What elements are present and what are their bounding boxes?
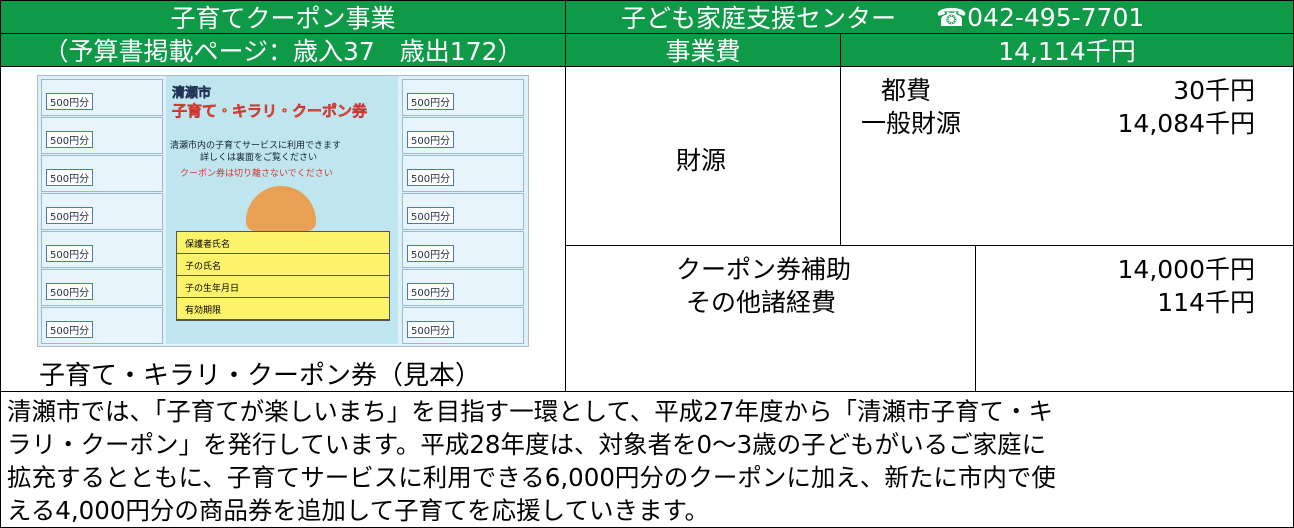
coupon: 500円分 <box>41 117 163 154</box>
coupon-unit: 500円分 <box>407 169 455 186</box>
expense-name: その他諸経費 <box>686 288 837 317</box>
expense-names-cell: クーポン券補助 その他諸経費 <box>565 245 976 392</box>
coupon-unit: 500円分 <box>407 207 455 224</box>
field-label: 子の氏名 <box>185 262 222 272</box>
funding-cell: 都費 30千円 一般財源 14,084千円 <box>840 66 1294 246</box>
field-row: 保護者氏名 <box>177 232 389 254</box>
field-row: 子の生年月日 <box>177 276 389 298</box>
coupon-unit: 500円分 <box>46 131 94 148</box>
field-label: 保護者氏名 <box>185 240 231 250</box>
coupon-unit: 500円分 <box>46 169 94 186</box>
coupon: 500円分 <box>402 155 524 192</box>
coupon-unit: 500円分 <box>407 131 455 148</box>
coupon-note: 詳しくは裏面をご覧ください <box>200 153 318 163</box>
field-row: 有効期限 <box>177 298 389 320</box>
coupon-unit: 500円分 <box>407 283 455 300</box>
expense-amount: 114千円 <box>1157 288 1255 317</box>
coupon-unit: 500円分 <box>46 283 94 300</box>
coupon: 500円分 <box>402 193 524 230</box>
cost-label: 事業費 <box>665 37 741 66</box>
field-label: 子の生年月日 <box>185 284 240 294</box>
coupon-city: 清瀬市 <box>172 86 212 102</box>
cost-value: 14,114千円 <box>998 37 1136 66</box>
description-line: える4,000円分の商品券を追加して子育てを応援していきます。 <box>7 496 709 525</box>
coupon-unit: 500円分 <box>46 93 94 110</box>
expense-amount: 14,000千円 <box>1117 255 1255 284</box>
field-label: 有効期限 <box>185 306 222 316</box>
coupon-fields: 保護者氏名子の氏名子の生年月日 有効期限 <box>176 231 390 321</box>
title-cell: 子育てクーポン事業 <box>0 0 566 34</box>
coupon: 500円分 <box>41 269 163 306</box>
coupon: 500円分 <box>402 269 524 306</box>
image-cell: 500円分 500円分 500円分 500円分 500円分 500円分 500円分 清瀬市 … <box>0 66 566 392</box>
description-line: 清瀬市では、「子育てが楽しいまち」を目指す一環として、平成27年度から「清瀬市子… <box>7 397 1053 426</box>
coupon-warning: クーポン券は切り離さないでください <box>180 169 333 179</box>
coupon: 500円分 <box>41 79 163 116</box>
coupon-unit: 500円分 <box>407 93 455 110</box>
funding-name: 一般財源 <box>861 109 962 138</box>
coupon: 500円分 <box>402 307 524 344</box>
coupon-unit: 500円分 <box>407 245 455 262</box>
coupon-unit: 500円分 <box>407 321 455 338</box>
coupon: 500円分 <box>402 231 524 268</box>
funding-label: 財源 <box>676 146 727 175</box>
expense-amounts-cell: 14,000千円 114千円 <box>975 245 1294 392</box>
coupon-unit: 500円分 <box>46 245 94 262</box>
department: 子ども家庭支援センター <box>621 4 897 33</box>
funding-amount: 30千円 <box>1173 76 1255 105</box>
expense-name: クーポン券補助 <box>676 255 852 284</box>
cost-label-cell: 事業費 <box>565 33 841 67</box>
department-cell: 子ども家庭支援センター ☎042-495-7701 <box>565 0 1294 34</box>
coupon-title: 子育て・キラリ・クーポン券 <box>172 102 368 121</box>
subtitle-cell: （予算書掲載ページ：歳入37 歳出172） <box>0 33 566 67</box>
coupon-center: 清瀬市 子育て・キラリ・クーポン券 清瀬市内の子育てサービスに利用できます 詳し… <box>166 76 398 344</box>
coupon-unit: 500円分 <box>46 321 94 338</box>
description-line: ラリ・クーポン」を発行しています。平成28年度は、対象者を0～3歳の子どもがいる… <box>7 430 1047 459</box>
image-caption: 子育て・キラリ・クーポン券（見本） <box>39 361 482 391</box>
cost-value-cell: 14,114千円 <box>840 33 1294 67</box>
coupon: 500円分 <box>41 307 163 344</box>
description-line: 拡充するとともに、子育てサービスに利用できる6,000円分のクーポンに加え、新た… <box>7 463 1056 492</box>
coupon-unit: 500円分 <box>46 207 94 224</box>
funding-amount: 14,084千円 <box>1117 109 1255 138</box>
field-row: 子の氏名 <box>177 254 389 276</box>
coupon: 500円分 <box>41 193 163 230</box>
coupon: 500円分 <box>402 117 524 154</box>
bear <box>246 186 316 231</box>
funding-name: 都費 <box>881 76 932 105</box>
description-cell: 清瀬市では、「子育てが楽しいまち」を目指す一環として、平成27年度から「清瀬市子… <box>0 391 1294 528</box>
funding-label-cell: 財源 <box>565 66 841 246</box>
subtitle: （予算書掲載ページ：歳入37 歳出172） <box>43 37 523 66</box>
coupon: 500円分 <box>41 231 163 268</box>
title: 子育てクーポン事業 <box>170 4 396 33</box>
coupon-image: 500円分 500円分 500円分 500円分 500円分 500円分 500円分 清瀬市 … <box>37 75 529 347</box>
phone: ☎042-495-7701 <box>936 2 1145 32</box>
coupon: 500円分 <box>402 79 524 116</box>
coupon-note: 清瀬市内の子育てサービスに利用できます <box>170 141 342 151</box>
coupon: 500円分 <box>41 155 163 192</box>
